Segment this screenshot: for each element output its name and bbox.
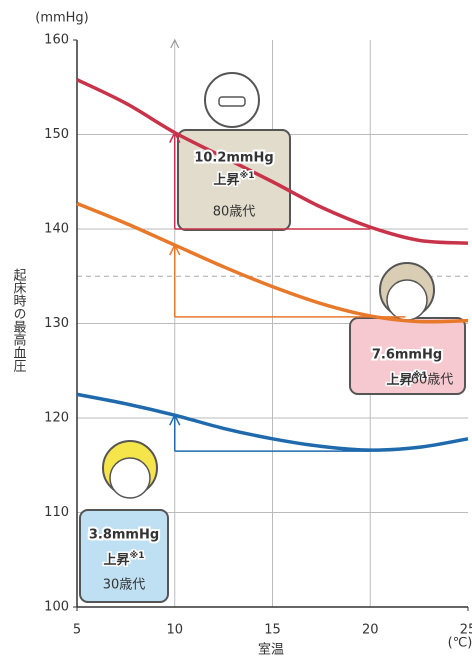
x-tick-label: 25 <box>460 623 472 638</box>
line-series <box>76 201 469 324</box>
x-tick-label: 10 <box>166 623 183 638</box>
rise-sub: 上昇※1 <box>103 550 144 568</box>
rise-sub: 上昇※1 <box>213 170 254 188</box>
x-tick-label: 15 <box>264 623 281 638</box>
x-tick-label: 20 <box>362 623 379 638</box>
legend-age: 60歳代 <box>411 373 454 388</box>
y-tick-label: 150 <box>44 127 69 142</box>
y-axis-label: 起床時の最高血圧 <box>11 268 27 372</box>
person-box <box>79 509 169 603</box>
y-tick-label: 100 <box>44 600 69 615</box>
person-box <box>177 129 291 231</box>
y-tick-label: 120 <box>44 411 69 426</box>
y-tick-label: 160 <box>44 33 69 48</box>
y-tick-label: 140 <box>44 222 69 237</box>
rise-word: 上昇 <box>103 553 129 568</box>
line-series <box>76 392 469 452</box>
rise-word: 上昇 <box>386 373 412 388</box>
legend-age: 80歳代 <box>213 205 256 220</box>
rise-label: 10.2mmHg <box>194 151 273 166</box>
person-head <box>204 72 260 128</box>
footnote-mark: ※1 <box>413 370 428 381</box>
footnote-mark: ※1 <box>130 550 145 561</box>
person-face <box>109 457 151 499</box>
y-tick-label: 130 <box>44 316 69 331</box>
x-axis-label: 室温 <box>258 642 284 658</box>
footnote-mark: ※1 <box>240 170 255 181</box>
line-series <box>76 78 469 245</box>
illustrations <box>79 72 466 603</box>
rise-label: 7.6mmHg <box>372 348 442 363</box>
y-tick-label: 110 <box>44 505 69 520</box>
rise-word: 上昇 <box>213 173 239 188</box>
legend-age: 30歳代 <box>103 578 146 593</box>
axis-arrow <box>170 38 180 49</box>
y-unit: (mmHg) <box>35 11 89 26</box>
person-face <box>386 279 428 321</box>
rise-sub: 上昇※1 <box>386 370 427 388</box>
rise-label: 3.8mmHg <box>89 528 159 543</box>
glasses <box>218 96 246 107</box>
x-tick-label: 5 <box>73 623 81 638</box>
x-unit: (℃) <box>448 636 472 651</box>
